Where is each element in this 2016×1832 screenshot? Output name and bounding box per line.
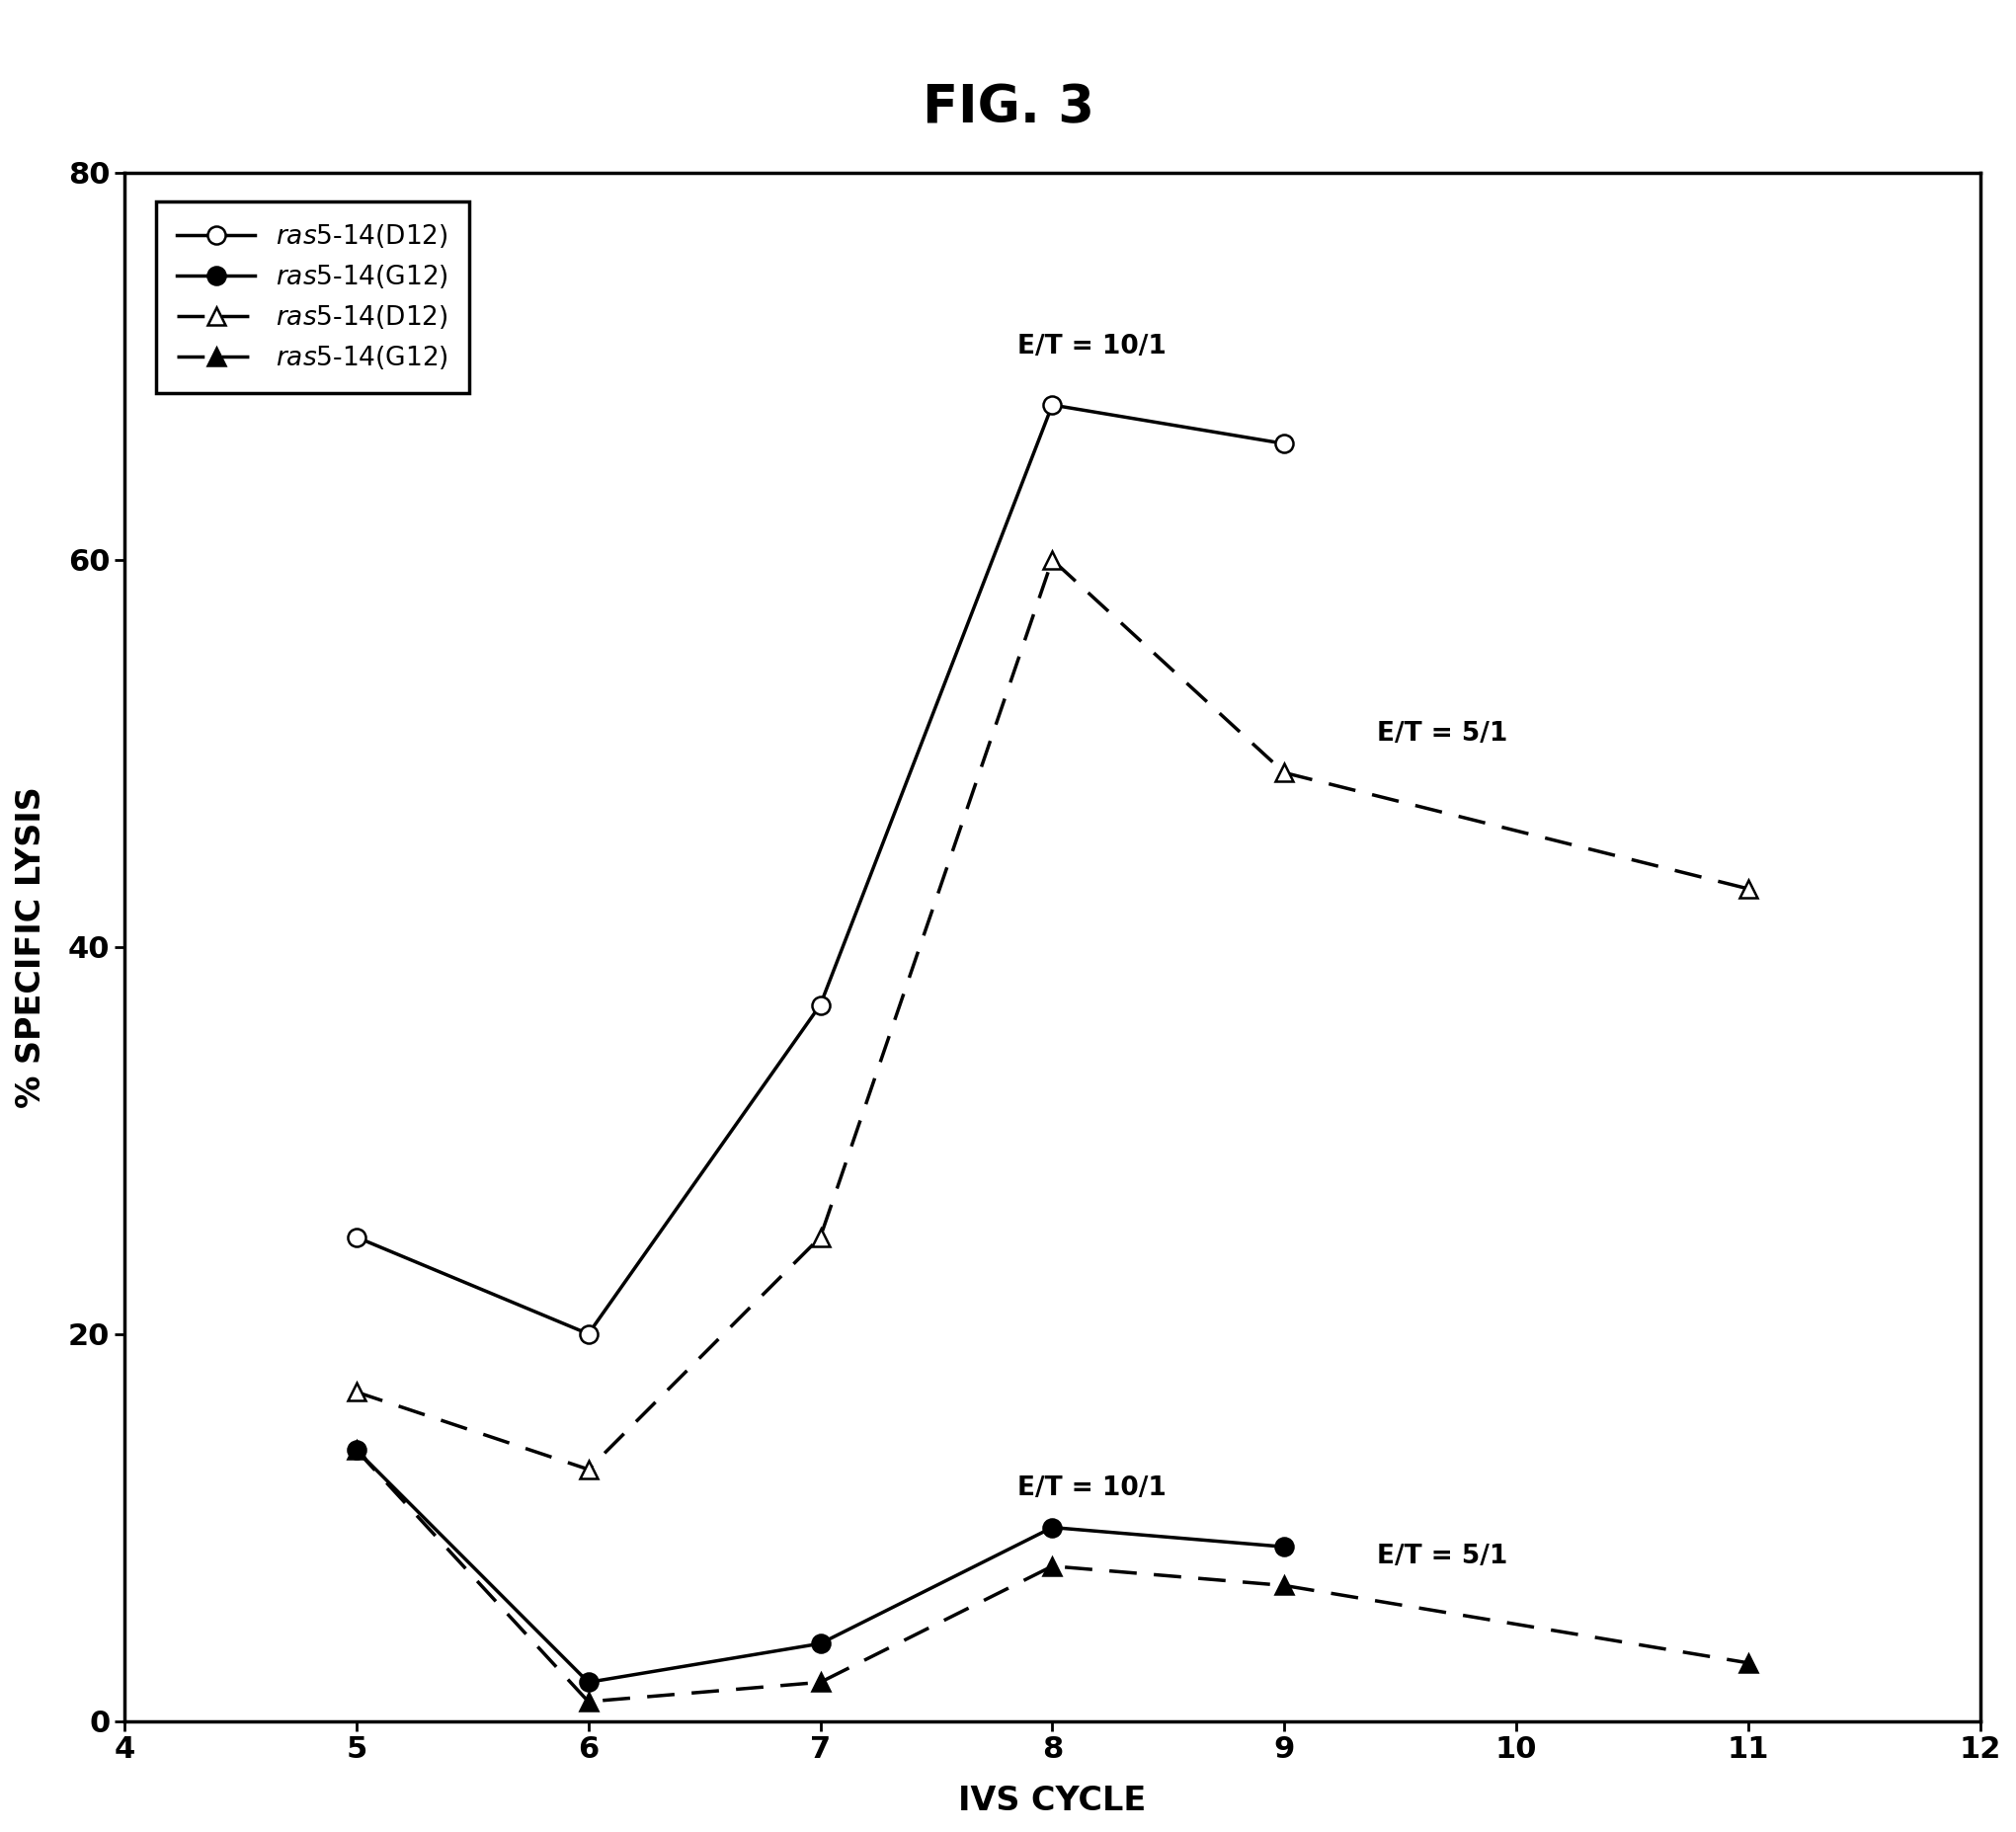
Text: FIG. 3: FIG. 3 bbox=[921, 82, 1095, 134]
Text: E/T = 5/1: E/T = 5/1 bbox=[1377, 1544, 1508, 1570]
Text: E/T = 10/1: E/T = 10/1 bbox=[1018, 333, 1167, 359]
Text: E/T = 5/1: E/T = 5/1 bbox=[1377, 722, 1508, 747]
Y-axis label: % SPECIFIC LYSIS: % SPECIFIC LYSIS bbox=[14, 786, 48, 1108]
X-axis label: IVS CYCLE: IVS CYCLE bbox=[958, 1784, 1147, 1817]
Text: E/T = 10/1: E/T = 10/1 bbox=[1018, 1477, 1167, 1502]
Legend: $\it{ras5}$-14(D12), $\it{ras5}$-14(G12), $\it{ras5}$-14(D12), $\it{ras5}$-14(G1: $\it{ras5}$-14(D12), $\it{ras5}$-14(G12)… bbox=[155, 202, 470, 392]
